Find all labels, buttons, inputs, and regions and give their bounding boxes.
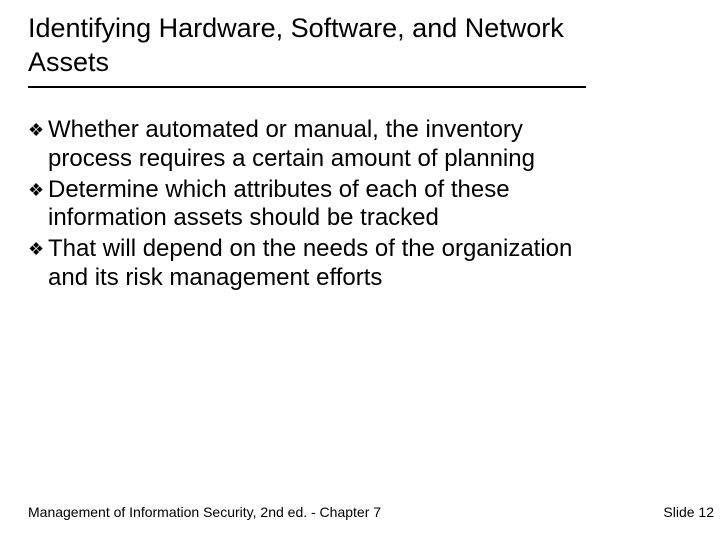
bullet-text: That will depend on the needs of the org… [48, 235, 588, 293]
bullet-list: ❖ Whether automated or manual, the inven… [28, 116, 588, 295]
title-underline [28, 86, 586, 88]
diamond-bullet-icon: ❖ [28, 235, 48, 264]
list-item: ❖ Determine which attributes of each of … [28, 176, 588, 234]
slide-number: Slide 12 [663, 504, 714, 520]
list-item: ❖ Whether automated or manual, the inven… [28, 116, 588, 174]
diamond-bullet-icon: ❖ [28, 176, 48, 205]
title-block: Identifying Hardware, Software, and Netw… [28, 12, 586, 88]
slide-title: Identifying Hardware, Software, and Netw… [28, 12, 586, 80]
slide: Identifying Hardware, Software, and Netw… [0, 0, 720, 540]
bullet-text: Determine which attributes of each of th… [48, 176, 588, 234]
bullet-text: Whether automated or manual, the invento… [48, 116, 588, 174]
diamond-bullet-icon: ❖ [28, 116, 48, 145]
list-item: ❖ That will depend on the needs of the o… [28, 235, 588, 293]
footer-source: Management of Information Security, 2nd … [28, 504, 381, 520]
